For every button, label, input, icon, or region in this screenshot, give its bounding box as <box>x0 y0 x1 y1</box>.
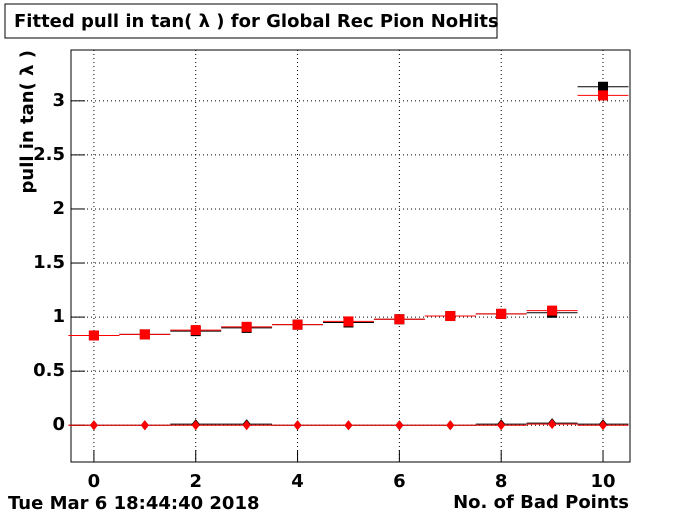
chart-title: Fitted pull in tan( λ ) for Global Rec P… <box>14 11 499 32</box>
point <box>190 325 201 336</box>
y-tick-label: 3 <box>52 90 65 111</box>
title-box <box>4 3 498 39</box>
y-tick-label: 2 <box>52 198 65 219</box>
point <box>598 81 609 92</box>
point <box>547 305 558 316</box>
x-tick-label: 4 <box>291 471 304 492</box>
point <box>293 420 302 431</box>
point <box>344 420 353 431</box>
x-tick-label: 10 <box>590 471 615 492</box>
timestamp: Tue Mar 6 18:44:40 2018 <box>8 493 260 514</box>
y-tick-label: 0.5 <box>33 360 65 381</box>
y-tick-label: 1.5 <box>33 252 65 273</box>
x-axis-label: No. of Bad Points <box>453 492 629 513</box>
point <box>497 420 506 431</box>
plot-frame <box>70 49 631 463</box>
point <box>88 330 99 341</box>
point <box>139 329 150 340</box>
y-tick-label: 1 <box>52 306 65 327</box>
point <box>446 420 455 431</box>
x-tick-label: 8 <box>495 471 508 492</box>
point <box>241 321 252 332</box>
point <box>599 420 608 431</box>
y-tick-label: 2.5 <box>33 144 65 165</box>
y-tick-label: 0 <box>52 414 65 435</box>
point <box>395 420 404 431</box>
point <box>89 420 98 431</box>
y-axis-label: pull in tan( λ ) <box>17 50 38 194</box>
x-tick-label: 2 <box>189 471 202 492</box>
point <box>140 420 149 431</box>
point <box>292 319 303 330</box>
point <box>394 314 405 325</box>
point <box>548 419 557 430</box>
point <box>242 420 251 431</box>
point <box>343 316 354 327</box>
x-tick-label: 6 <box>393 471 406 492</box>
point <box>598 90 609 101</box>
point <box>191 420 200 431</box>
point <box>445 311 456 322</box>
point <box>496 308 507 319</box>
x-tick-label: 0 <box>88 471 101 492</box>
